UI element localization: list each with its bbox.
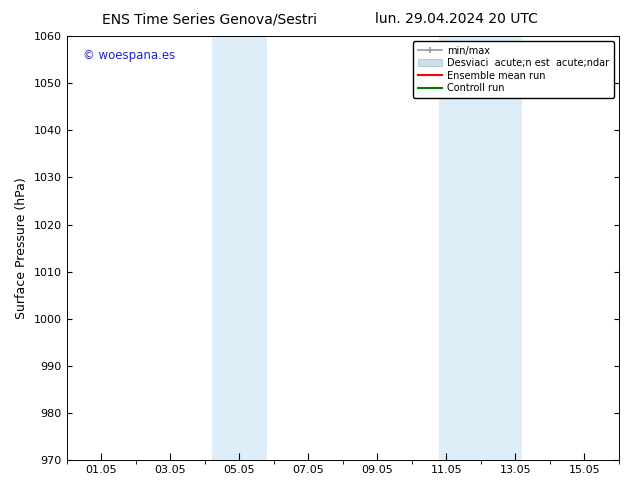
Text: ENS Time Series Genova/Sestri: ENS Time Series Genova/Sestri: [101, 12, 317, 26]
Legend: min/max, Desviaci  acute;n est  acute;ndar, Ensemble mean run, Controll run: min/max, Desviaci acute;n est acute;ndar…: [413, 41, 614, 98]
Y-axis label: Surface Pressure (hPa): Surface Pressure (hPa): [15, 177, 28, 319]
Text: lun. 29.04.2024 20 UTC: lun. 29.04.2024 20 UTC: [375, 12, 538, 26]
Text: © woespana.es: © woespana.es: [83, 49, 176, 62]
Bar: [439, 36, 522, 460]
Bar: [212, 36, 267, 460]
